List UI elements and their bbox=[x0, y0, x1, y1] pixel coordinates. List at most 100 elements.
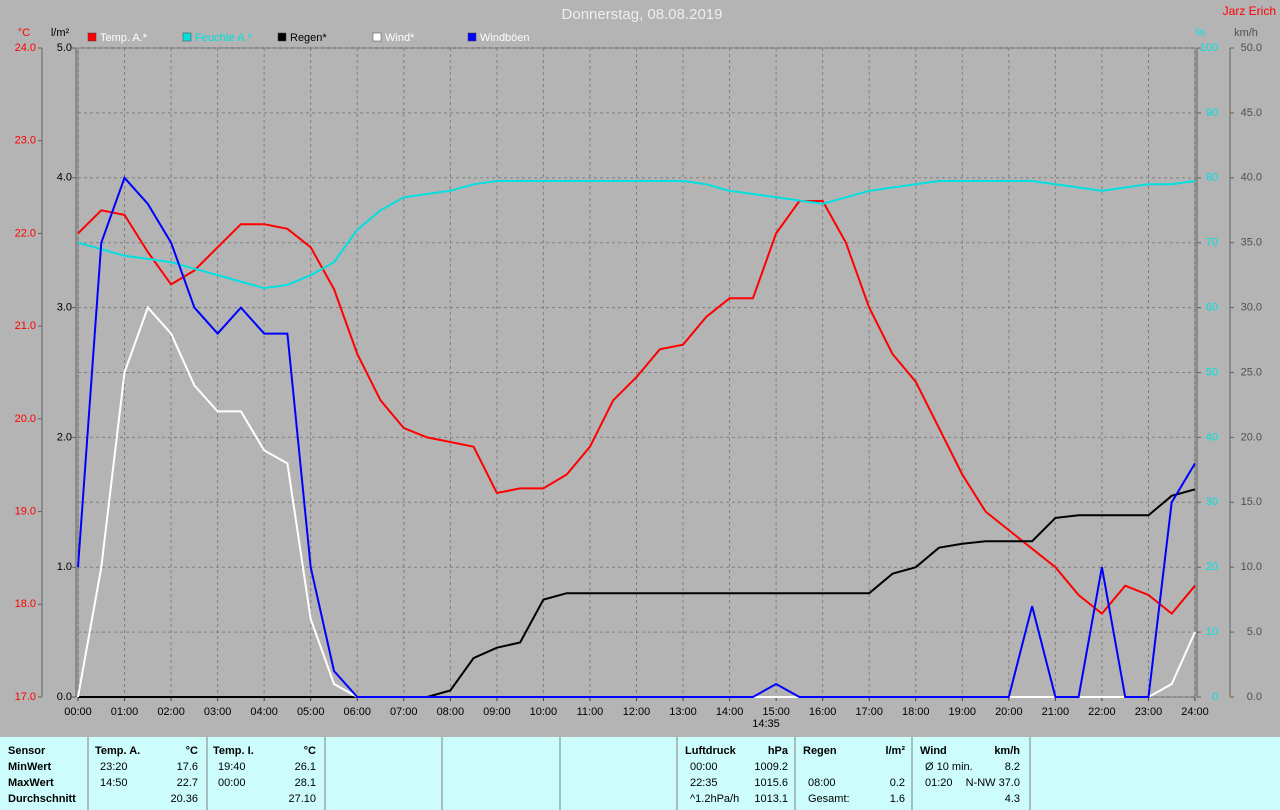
y-tick-label: 25.0 bbox=[1241, 366, 1262, 378]
cell-value: 1015.6 bbox=[754, 777, 788, 789]
cell-time: 00:00 bbox=[690, 761, 718, 773]
column-header: Regen bbox=[803, 745, 837, 757]
y-tick-label: 23.0 bbox=[15, 135, 36, 147]
cell-value: 1.6 bbox=[890, 793, 905, 805]
x-tick-label: 07:00 bbox=[390, 706, 418, 718]
cell-value: 26.1 bbox=[295, 761, 316, 773]
row-label: Sensor bbox=[8, 745, 46, 757]
y-tick-label: 80 bbox=[1206, 172, 1218, 184]
x-tick-label: 16:00 bbox=[809, 706, 837, 718]
y-tick-label: 100 bbox=[1200, 42, 1218, 54]
x-tick-label: 09:00 bbox=[483, 706, 511, 718]
x-tick-label: 06:00 bbox=[343, 706, 371, 718]
cell-value: 27.10 bbox=[288, 793, 316, 805]
x-tick-label: 00:00 bbox=[64, 706, 92, 718]
row-label: Durchschnitt bbox=[8, 793, 76, 805]
cell-value: 20.36 bbox=[170, 793, 198, 805]
cell-value: 4.3 bbox=[1005, 793, 1020, 805]
legend-label: Feuchte A.* bbox=[195, 32, 253, 44]
x-tick-label: 23:00 bbox=[1135, 706, 1163, 718]
series-line bbox=[78, 488, 1196, 698]
cell-value: 8.2 bbox=[1005, 761, 1020, 773]
legend-swatch bbox=[277, 32, 287, 42]
x-tick-label: 14:00 bbox=[716, 706, 744, 718]
y-tick-label: 5.0 bbox=[1247, 626, 1262, 638]
y-tick-label: 19.0 bbox=[15, 505, 36, 517]
axis-unit: °C bbox=[18, 27, 30, 39]
y-tick-label: 20 bbox=[1206, 561, 1218, 573]
legend-label: Windböen bbox=[480, 32, 530, 44]
x-tick-label: 15:00 bbox=[762, 706, 790, 718]
annotation: 14:35 bbox=[752, 718, 780, 730]
x-tick-label: 02:00 bbox=[157, 706, 185, 718]
column-header: Temp. I. bbox=[213, 745, 254, 757]
x-tick-label: 22:00 bbox=[1088, 706, 1116, 718]
legend-swatch bbox=[372, 32, 382, 42]
y-tick-label: 0.0 bbox=[1247, 691, 1262, 703]
y-tick-label: 4.0 bbox=[57, 172, 72, 184]
column-unit: hPa bbox=[768, 745, 789, 757]
cell-time: ^1.2hPa/h bbox=[690, 793, 739, 805]
cell-time: 00:00 bbox=[218, 777, 246, 789]
table-background bbox=[0, 737, 1280, 810]
legend-label: Temp. A.* bbox=[100, 32, 148, 44]
y-tick-label: 5.0 bbox=[57, 42, 72, 54]
y-tick-label: 40 bbox=[1206, 431, 1218, 443]
legend-swatch bbox=[182, 32, 192, 42]
y-tick-label: 30 bbox=[1206, 496, 1218, 508]
legend-label: Regen* bbox=[290, 32, 327, 44]
column-unit: °C bbox=[186, 745, 198, 757]
x-tick-label: 01:00 bbox=[111, 706, 139, 718]
cell-value: 28.1 bbox=[295, 777, 316, 789]
cell-time: 01:20 bbox=[925, 777, 953, 789]
series-line bbox=[77, 200, 1196, 615]
axis-unit: l/m² bbox=[51, 27, 70, 39]
y-tick-label: 18.0 bbox=[15, 598, 36, 610]
x-tick-label: 08:00 bbox=[437, 706, 465, 718]
y-tick-label: 90 bbox=[1206, 107, 1218, 119]
x-tick-label: 19:00 bbox=[949, 706, 977, 718]
legend-label: Wind* bbox=[385, 32, 415, 44]
x-tick-label: 05:00 bbox=[297, 706, 325, 718]
legend-swatch bbox=[467, 32, 477, 42]
y-tick-label: 40.0 bbox=[1241, 172, 1262, 184]
x-tick-label: 17:00 bbox=[855, 706, 883, 718]
cell-value: N-NW 37.0 bbox=[966, 777, 1020, 789]
y-tick-label: 20.0 bbox=[1241, 431, 1262, 443]
y-tick-label: 70 bbox=[1206, 237, 1218, 249]
axis-unit: km/h bbox=[1234, 27, 1258, 39]
y-tick-label: 15.0 bbox=[1241, 496, 1262, 508]
column-unit: l/m² bbox=[885, 745, 905, 757]
y-tick-label: 1.0 bbox=[57, 561, 72, 573]
cell-value: 1009.2 bbox=[754, 761, 788, 773]
y-tick-label: 20.0 bbox=[15, 413, 36, 425]
chart-background bbox=[0, 0, 1280, 737]
y-tick-label: 22.0 bbox=[15, 227, 36, 239]
x-tick-label: 20:00 bbox=[995, 706, 1023, 718]
y-tick-label: 60 bbox=[1206, 302, 1218, 314]
axis-unit: % bbox=[1195, 27, 1205, 39]
column-header: Wind bbox=[920, 745, 947, 757]
y-tick-label: 0 bbox=[1212, 691, 1218, 703]
y-tick-label: 10 bbox=[1206, 626, 1218, 638]
cell-time: Ø 10 min. bbox=[925, 761, 973, 773]
row-label: MaxWert bbox=[8, 777, 54, 789]
y-tick-label: 0.0 bbox=[57, 691, 72, 703]
cell-value: 22.7 bbox=[177, 777, 198, 789]
x-tick-label: 11:00 bbox=[577, 706, 604, 718]
y-tick-label: 17.0 bbox=[15, 691, 36, 703]
x-tick-label: 10:00 bbox=[530, 706, 558, 718]
y-tick-label: 21.0 bbox=[15, 320, 36, 332]
y-tick-label: 10.0 bbox=[1241, 561, 1262, 573]
y-tick-label: 30.0 bbox=[1241, 302, 1262, 314]
x-tick-label: 12:00 bbox=[623, 706, 651, 718]
row-label: MinWert bbox=[8, 761, 52, 773]
series-line bbox=[77, 175, 1196, 698]
chart-title: Donnerstag, 08.08.2019 bbox=[562, 6, 723, 23]
cell-value: 0.2 bbox=[890, 777, 905, 789]
x-tick-label: 18:00 bbox=[902, 706, 930, 718]
x-tick-label: 03:00 bbox=[204, 706, 232, 718]
x-tick-label: 24:00 bbox=[1181, 706, 1209, 718]
